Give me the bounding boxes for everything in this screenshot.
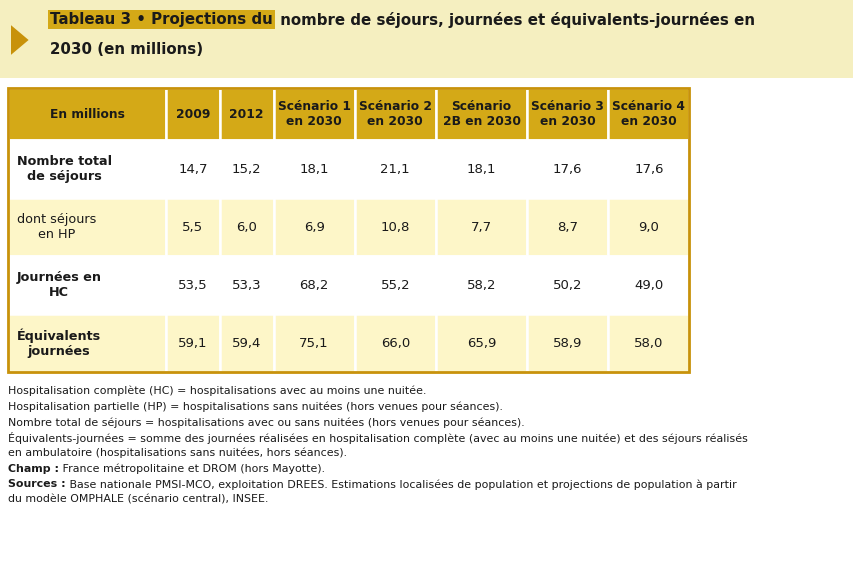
Bar (354, 88, 435, 140)
Text: 58,2: 58,2 (467, 279, 496, 291)
Bar (526, 314, 607, 372)
Text: 21,1: 21,1 (380, 162, 409, 176)
Text: 59,1: 59,1 (178, 336, 207, 349)
Text: 18,1: 18,1 (299, 162, 328, 176)
Text: 65,9: 65,9 (467, 336, 496, 349)
Text: Base nationale PMSI-MCO, exploitation DREES. Estimations localisées de populatio: Base nationale PMSI-MCO, exploitation DR… (66, 479, 735, 490)
Bar (435, 314, 526, 372)
Bar (165, 88, 219, 140)
Text: du modèle OMPHALE (scénario central), INSEE.: du modèle OMPHALE (scénario central), IN… (8, 495, 268, 504)
Text: en ambulatoire (hospitalisations sans nuitées, hors séances).: en ambulatoire (hospitalisations sans nu… (8, 448, 346, 458)
Text: 66,0: 66,0 (380, 336, 409, 349)
Bar (607, 88, 688, 140)
Bar (273, 140, 354, 198)
Text: 15,2: 15,2 (232, 162, 261, 176)
Bar (219, 140, 273, 198)
Text: 2012: 2012 (229, 108, 264, 120)
Text: France métropolitaine et DROM (hors Mayotte).: France métropolitaine et DROM (hors Mayo… (59, 463, 325, 474)
Text: Hospitalisation partielle (HP) = hospitalisations sans nuitées (hors venues pour: Hospitalisation partielle (HP) = hospita… (8, 401, 502, 412)
Text: Sources :: Sources : (8, 479, 66, 489)
Bar (354, 140, 435, 198)
Bar (8, 88, 165, 140)
Text: Équivalents-journées = somme des journées réalisées en hospitalisation complète : Équivalents-journées = somme des journée… (8, 433, 747, 445)
Bar (165, 256, 219, 314)
Text: 7,7: 7,7 (470, 221, 491, 234)
Text: En millions: En millions (49, 108, 125, 120)
Text: 8,7: 8,7 (557, 221, 577, 234)
Text: Nombre total
de séjours: Nombre total de séjours (16, 155, 112, 183)
Text: 9,0: 9,0 (638, 221, 659, 234)
Text: 10,8: 10,8 (380, 221, 409, 234)
Bar (0, 0, 853, 78)
Text: nombre de séjours, journées et équivalents-journées en: nombre de séjours, journées et équivalen… (275, 12, 754, 28)
Text: 53,5: 53,5 (178, 279, 207, 291)
Text: Journées en
HC: Journées en HC (16, 271, 102, 299)
Text: 6,9: 6,9 (304, 221, 324, 234)
Bar (354, 314, 435, 372)
Text: Tableau 3 • Projections du: Tableau 3 • Projections du (50, 12, 272, 27)
Text: Tableau 3 • Projections du: Tableau 3 • Projections du (50, 12, 272, 27)
Bar (219, 314, 273, 372)
Text: 2009: 2009 (176, 108, 210, 120)
Bar (165, 314, 219, 372)
Text: 17,6: 17,6 (553, 162, 582, 176)
Text: 49,0: 49,0 (634, 279, 663, 291)
Text: 68,2: 68,2 (299, 279, 328, 291)
Bar (526, 140, 607, 198)
Bar (219, 198, 273, 256)
Bar (273, 88, 354, 140)
Text: 14,7: 14,7 (178, 162, 207, 176)
Text: Scénario 2
en 2030: Scénario 2 en 2030 (358, 100, 432, 128)
Text: Nombre total de séjours = hospitalisations avec ou sans nuitées (hors venues pou: Nombre total de séjours = hospitalisatio… (8, 417, 524, 428)
Bar (526, 198, 607, 256)
Text: dont séjours
en HP: dont séjours en HP (16, 213, 96, 241)
Bar (354, 198, 435, 256)
Text: 75,1: 75,1 (299, 336, 328, 349)
Polygon shape (11, 25, 28, 40)
Text: 18,1: 18,1 (467, 162, 496, 176)
Text: 2030 (en millions): 2030 (en millions) (50, 42, 203, 57)
Bar (607, 256, 688, 314)
Bar (273, 314, 354, 372)
Bar (8, 198, 165, 256)
Bar (273, 256, 354, 314)
Bar (607, 314, 688, 372)
Bar (165, 198, 219, 256)
Polygon shape (11, 40, 28, 55)
Text: Champ :: Champ : (8, 463, 59, 474)
Text: Scénario 3
en 2030: Scénario 3 en 2030 (531, 100, 604, 128)
Bar (435, 256, 526, 314)
Bar (526, 256, 607, 314)
Bar (273, 198, 354, 256)
Text: 58,9: 58,9 (553, 336, 582, 349)
Bar (8, 140, 165, 198)
Bar (8, 88, 688, 372)
Bar (8, 256, 165, 314)
Bar (435, 88, 526, 140)
Text: Scénario 1
en 2030: Scénario 1 en 2030 (277, 100, 351, 128)
Text: 5,5: 5,5 (182, 221, 203, 234)
Bar (435, 140, 526, 198)
Bar (607, 198, 688, 256)
Text: Scénario 4
en 2030: Scénario 4 en 2030 (612, 100, 685, 128)
Bar (219, 88, 273, 140)
Bar (354, 256, 435, 314)
Text: Scénario
2B en 2030: Scénario 2B en 2030 (442, 100, 520, 128)
Text: Équivalents
journées: Équivalents journées (16, 328, 101, 358)
Bar (607, 140, 688, 198)
Bar (219, 256, 273, 314)
Bar (165, 140, 219, 198)
Text: 53,3: 53,3 (232, 279, 261, 291)
Text: 50,2: 50,2 (553, 279, 582, 291)
Text: Hospitalisation complète (HC) = hospitalisations avec au moins une nuitée.: Hospitalisation complète (HC) = hospital… (8, 386, 426, 397)
Bar (435, 198, 526, 256)
Bar (8, 314, 165, 372)
Text: 59,4: 59,4 (232, 336, 261, 349)
Text: 6,0: 6,0 (236, 221, 257, 234)
Bar (526, 88, 607, 140)
Text: 58,0: 58,0 (634, 336, 663, 349)
Text: 55,2: 55,2 (380, 279, 409, 291)
Text: 17,6: 17,6 (634, 162, 663, 176)
